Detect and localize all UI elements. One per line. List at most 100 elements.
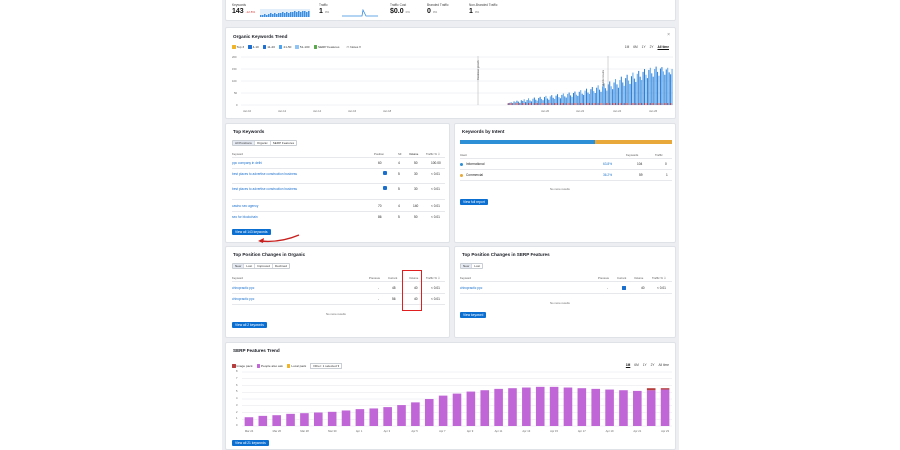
col-volume[interactable]: Volume [634,276,644,280]
col-current[interactable]: Current [617,276,627,280]
serp-bar-people-also-ask[interactable] [258,415,268,426]
trend-bar[interactable] [612,89,614,105]
trend-bar[interactable] [578,91,580,105]
serp-bar-people-also-ask[interactable] [508,388,517,426]
trend-bar[interactable] [520,100,522,105]
trend-bar[interactable] [514,102,517,105]
close-icon[interactable]: × [667,32,670,38]
tab-lost[interactable]: Lost [474,264,481,268]
trend-bar[interactable] [577,95,579,105]
legend-image-pack[interactable]: Image pack [232,364,253,368]
keyword-link[interactable]: casino seo agency [232,204,259,208]
legend-local-pack[interactable]: Local pack [286,364,306,368]
legend-21-50[interactable]: 21-50 [278,45,291,49]
trend-bar[interactable] [586,88,588,105]
trend-bar[interactable] [661,67,663,105]
trend-bar[interactable] [543,97,545,105]
trend-bar[interactable] [665,69,667,105]
trend-bar[interactable] [570,95,572,105]
trend-bar[interactable] [600,91,602,105]
trend-bar[interactable] [610,86,612,105]
legend-serp-features[interactable]: SERP Features [313,45,339,49]
serp-bar-people-also-ask[interactable] [272,415,281,426]
trend-bar[interactable] [523,99,525,105]
trend-bar[interactable] [555,95,557,105]
trend-bar[interactable] [601,86,603,105]
trend-bar[interactable] [545,95,547,105]
trend-bar[interactable] [604,88,606,105]
trend-bar[interactable] [526,99,528,105]
serp-bar-people-also-ask[interactable] [522,387,531,426]
trend-bar[interactable] [596,87,598,105]
trend-bar[interactable] [583,94,585,105]
trend-bar[interactable] [588,93,590,105]
trend-bar[interactable] [546,98,548,105]
col-keyword[interactable]: Keyword [232,152,243,156]
tab-improved[interactable]: Improved [255,264,273,268]
serp-bar-image-pack[interactable] [646,388,656,391]
trend-bar[interactable] [538,98,540,105]
tab-new[interactable]: New [233,264,245,268]
col-traffic[interactable]: Traffic % ⇩ [652,276,667,280]
serp-bar-people-also-ask[interactable] [411,402,420,426]
trend-bar[interactable] [625,78,627,105]
trend-bar[interactable] [655,66,657,105]
other-features-dropdown[interactable]: Other: 1 selected ▾ [310,363,343,369]
trend-bar[interactable] [668,72,670,105]
trend-bar[interactable] [630,76,632,105]
trend-bar[interactable] [539,96,541,105]
col-traffic[interactable]: Traffic % ⇩ [426,152,441,156]
serp-bar-people-also-ask[interactable] [355,409,365,426]
trend-bar[interactable] [658,75,660,105]
trend-bar[interactable] [522,100,524,105]
serp-bar-image-pack[interactable] [660,388,670,390]
trend-bar[interactable] [606,90,608,105]
serp-bar-people-also-ask[interactable] [494,388,503,426]
trend-bar[interactable] [657,71,659,105]
range-2y[interactable]: 2Y [650,363,655,367]
trend-bar[interactable] [517,101,519,105]
trend-bar[interactable] [664,74,666,105]
legend-top3[interactable]: Top 3 [232,45,244,49]
trend-bar[interactable] [638,70,640,105]
serp-bar-people-also-ask[interactable] [286,413,295,426]
keyword-link[interactable]: best places to advertise construction bu… [232,172,298,176]
serp-bar-people-also-ask[interactable] [383,407,392,426]
trend-bar[interactable] [636,73,638,105]
tab-new[interactable]: New [461,264,473,268]
range-all-time[interactable]: All time [657,45,669,49]
col-traffic[interactable]: Traffic % ⇩ [426,276,441,280]
metric-traffic[interactable]: Traffic 1 0% [319,3,329,15]
trend-bar[interactable] [617,87,619,105]
serp-bar-people-also-ask[interactable] [633,390,642,426]
trend-bar[interactable] [512,103,514,105]
trend-bar[interactable] [580,90,582,105]
col-volume[interactable]: Volume [409,276,419,280]
col-volume[interactable]: Volume [409,152,419,156]
trend-bar[interactable] [613,82,615,105]
legend-11-20[interactable]: 11-20 [262,45,275,49]
trend-bar[interactable] [628,80,630,105]
serp-bar-people-also-ask[interactable] [619,390,628,426]
trend-bar[interactable] [645,74,647,105]
trend-bar[interactable] [535,99,537,105]
tab-lost[interactable]: Lost [244,264,256,268]
trend-bar[interactable] [533,97,535,105]
trend-bar[interactable] [594,93,596,105]
trend-bar[interactable] [632,72,634,105]
trend-bar[interactable] [633,78,635,105]
trend-bar[interactable] [575,94,577,105]
serp-bar-people-also-ask[interactable] [369,408,379,426]
trend-bar[interactable] [551,95,553,105]
trend-bar[interactable] [629,83,631,105]
notes-dropdown[interactable]: ▭ Notes ▾ [346,45,361,49]
range-all-time[interactable]: All time [658,363,669,367]
trend-bar[interactable] [529,100,531,105]
trend-bar[interactable] [562,93,564,105]
trend-bar[interactable] [568,92,570,105]
serp-bar-people-also-ask[interactable] [466,391,476,426]
serp-bar-people-also-ask[interactable] [563,387,573,426]
range-1y[interactable]: 1Y [641,45,646,49]
trend-bar[interactable] [648,69,650,105]
trend-bar[interactable] [509,102,511,105]
